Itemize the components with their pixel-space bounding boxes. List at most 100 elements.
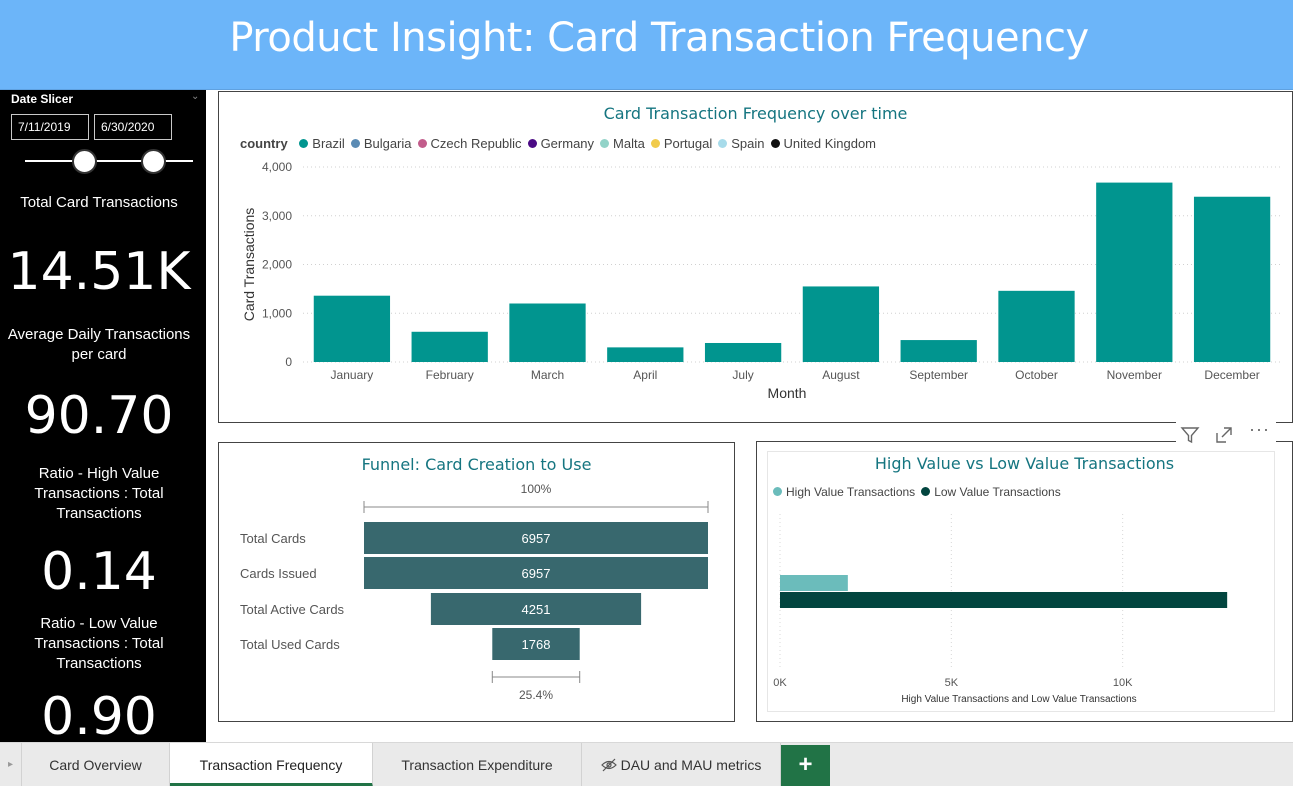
frequency-chart-panel[interactable]: Card Transaction Frequency over time cou…: [218, 91, 1293, 423]
x-tick-label: August: [822, 368, 860, 382]
legend-label: High Value Transactions: [786, 485, 916, 499]
visual-header-toolbar: ···: [1176, 419, 1276, 449]
kpi-sidebar: Date Slicer ⌄ 7/11/2019 6/30/2020 Total …: [0, 90, 206, 742]
kpi-low-value-ratio-label: Ratio - Low Value Transactions : Total T…: [34, 615, 164, 672]
funnel-chart-title: Funnel: Card Creation to Use: [361, 455, 592, 474]
kpi-total-transactions-label: Total Card Transactions: [20, 194, 178, 211]
bar-september[interactable]: [900, 340, 977, 362]
x-tick-label: February: [426, 368, 474, 382]
high-low-chart-frame: [767, 451, 1275, 712]
funnel-category-label: Total Used Cards: [240, 637, 340, 652]
slider-start-handle[interactable]: [72, 149, 97, 174]
bar-march[interactable]: [509, 303, 586, 363]
start-date-input[interactable]: 7/11/2019: [11, 114, 89, 140]
x-tick-label: September: [909, 368, 968, 382]
bar-december[interactable]: [1193, 196, 1271, 362]
x-axis-title: Month: [768, 385, 807, 401]
y-tick-label: 2,000: [262, 258, 292, 272]
x-tick-label: January: [331, 368, 374, 382]
legend-dot: [527, 139, 537, 148]
legend-dot: [600, 139, 610, 148]
funnel-category-label: Total Cards: [240, 531, 306, 546]
bar-april[interactable]: [607, 347, 684, 362]
bar-august[interactable]: [802, 286, 880, 362]
add-page-button[interactable]: +: [781, 745, 830, 786]
y-tick-label: 0: [285, 355, 292, 369]
tab-dau-mau-metrics[interactable]: DAU and MAU metrics: [582, 743, 781, 786]
tab-label: Transaction Frequency: [199, 757, 343, 773]
funnel-bar-value: 1768: [522, 637, 551, 652]
legend-item-malta[interactable]: Malta: [600, 136, 645, 151]
focus-mode-icon[interactable]: [1214, 425, 1234, 445]
funnel-bar-value: 6957: [522, 531, 551, 546]
high-low-chart-title: High Value vs Low Value Transactions: [874, 454, 1175, 473]
date-range-slider-track[interactable]: [25, 160, 193, 162]
chevron-down-icon[interactable]: ⌄: [191, 91, 200, 102]
page-tab-bar: ▸ Card Overview Transaction Frequency Tr…: [0, 742, 1293, 786]
legend-item-spain[interactable]: Spain: [718, 136, 765, 151]
tab-label: Transaction Expenditure: [401, 757, 553, 773]
tab-scroll-left-icon[interactable]: ▸: [0, 743, 22, 786]
tab-transaction-frequency[interactable]: Transaction Frequency: [170, 743, 373, 786]
funnel-bar-total-active-cards[interactable]: [430, 593, 642, 625]
legend-dot: [299, 139, 309, 148]
legend-item-bulgaria[interactable]: Bulgaria: [350, 136, 412, 151]
bar-high-value-transactions[interactable]: [780, 575, 848, 591]
legend-label: Brazil: [312, 136, 345, 151]
high-low-chart-panel[interactable]: High Value vs Low Value Transactions Hig…: [756, 441, 1293, 722]
bar-october[interactable]: [998, 290, 1075, 362]
legend-item-czech-republic[interactable]: Czech Republic: [417, 136, 522, 151]
legend-item-germany[interactable]: Germany: [527, 136, 595, 151]
bar-february[interactable]: [411, 331, 488, 362]
legend-label: Low Value Transactions: [934, 485, 1061, 499]
x-tick-label: November: [1107, 368, 1162, 382]
funnel-bar-total-used-cards[interactable]: [492, 628, 580, 660]
slider-end-handle[interactable]: [141, 149, 166, 174]
kpi-high-value-ratio-label: Ratio - High Value Transactions : Total …: [34, 465, 164, 522]
bar-november[interactable]: [1096, 182, 1173, 362]
funnel-bottom-percent: 25.4%: [519, 688, 553, 702]
funnel-bar-value: 6957: [522, 566, 551, 581]
filter-icon[interactable]: [1180, 425, 1200, 445]
legend-dot: [770, 139, 780, 148]
legend-dot: [650, 139, 660, 148]
x-tick-label: 5K: [945, 677, 959, 689]
funnel-category-label: Total Active Cards: [240, 602, 345, 617]
x-tick-label: 10K: [1113, 677, 1133, 689]
x-axis-title: High Value Transactions and Low Value Tr…: [901, 694, 1136, 705]
tab-card-overview[interactable]: Card Overview: [22, 743, 170, 786]
legend-dot: [417, 139, 427, 148]
legend-item-high-value-transactions[interactable]: High Value Transactions: [773, 485, 915, 499]
frequency-chart-legend: country Brazil Bulgaria Czech Republic Germ…: [240, 136, 882, 151]
legend-dot: [921, 487, 931, 496]
end-date-input[interactable]: 6/30/2020: [94, 114, 172, 140]
more-options-icon[interactable]: ···: [1249, 419, 1270, 439]
legend-label: Czech Republic: [430, 136, 522, 151]
bar-low-value-transactions[interactable]: [780, 592, 1228, 608]
tab-transaction-expenditure[interactable]: Transaction Expenditure: [373, 743, 582, 786]
tab-label: DAU and MAU metrics: [620, 757, 762, 773]
legend-item-portugal[interactable]: Portugal: [650, 136, 713, 151]
legend-label: Portugal: [663, 136, 713, 151]
legend-item-low-value-transactions[interactable]: Low Value Transactions: [921, 485, 1061, 499]
x-tick-label: 0K: [773, 677, 787, 689]
legend-title: country: [240, 136, 288, 151]
legend-dot: [773, 487, 782, 496]
funnel-category-label: Cards Issued: [240, 566, 317, 581]
funnel-bar-total-cards[interactable]: [364, 522, 708, 554]
legend-dot: [350, 139, 360, 148]
x-tick-label: March: [531, 368, 564, 382]
legend-item-brazil[interactable]: Brazil: [299, 136, 345, 151]
legend-item-united-kingdom[interactable]: United Kingdom: [770, 136, 876, 151]
kpi-average-daily-label: Average Daily Transactions per card: [7, 326, 191, 363]
frequency-chart-title: Card Transaction Frequency over time: [603, 104, 908, 123]
bar-july[interactable]: [704, 342, 782, 362]
x-tick-label: April: [633, 368, 657, 382]
legend-label: Germany: [540, 136, 595, 151]
bar-january[interactable]: [313, 295, 391, 362]
funnel-bar-cards-issued[interactable]: [364, 557, 708, 589]
x-tick-label: October: [1015, 368, 1058, 382]
funnel-chart-panel[interactable]: Funnel: Card Creation to Use 100% 6957 Tot…: [218, 442, 735, 722]
high-low-chart-legend: High Value Transactions Low Value Transac…: [773, 485, 1067, 499]
